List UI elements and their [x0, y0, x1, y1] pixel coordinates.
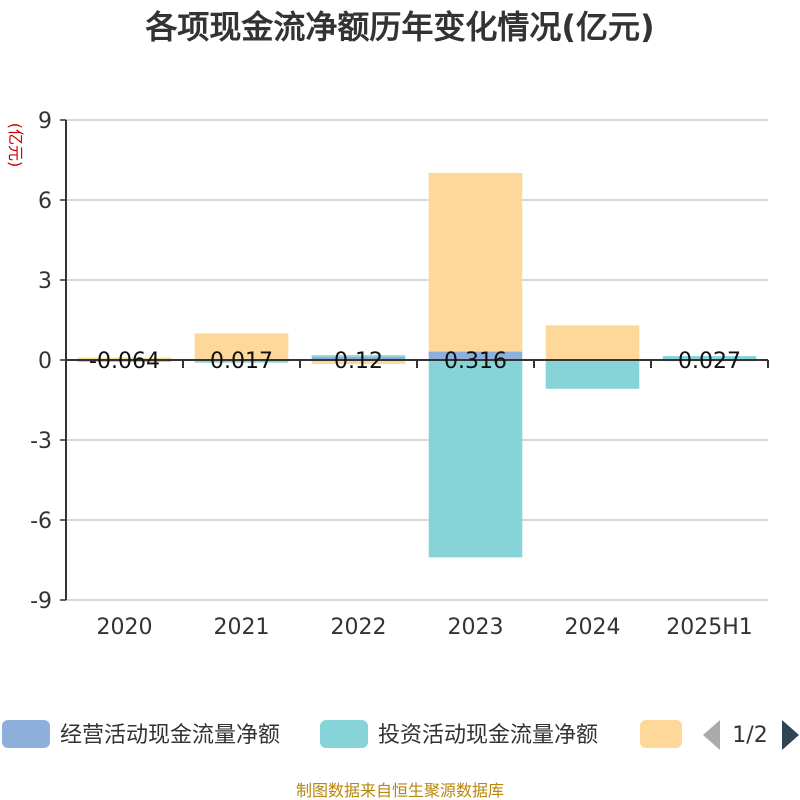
data-label: 0.316	[444, 349, 507, 374]
data-labels: -0.064 0.017 0.12 0.316 0.027	[89, 349, 741, 374]
legend-label-operating[interactable]: 经营活动现金流量净额	[60, 723, 280, 748]
legend-swatch-financing[interactable]	[640, 720, 682, 748]
x-tick-label: 2024	[565, 615, 621, 640]
bar-segment	[662, 356, 757, 360]
y-tick-labels: 9 6 3 0 -3 -6 -9	[30, 109, 52, 614]
legend-swatch-operating[interactable]	[2, 720, 50, 748]
axes	[65, 120, 769, 600]
source-note: 制图数据来自恒生聚源数据库	[296, 781, 504, 800]
legend-label-investing[interactable]: 投资活动现金流量净额	[378, 723, 598, 748]
data-label: -0.064	[89, 349, 160, 374]
bar-segment	[311, 360, 406, 364]
y-tick-label: -6	[30, 509, 52, 534]
x-tick-label: 2022	[331, 615, 387, 640]
legend-next-page-icon[interactable]	[782, 720, 799, 750]
chart-title: 各项现金流净额历年变化情况(亿元)	[145, 8, 654, 46]
bars	[77, 172, 757, 558]
bar-segment	[311, 356, 406, 360]
x-tick-label: 2021	[214, 615, 270, 640]
bar-segment	[428, 360, 523, 558]
y-tick-label: -9	[30, 589, 52, 614]
bar-segment	[428, 351, 523, 360]
x-tick-label: 2023	[448, 615, 504, 640]
y-tick-label: 0	[38, 349, 52, 374]
bar-segment	[545, 325, 640, 360]
x-tick-label: 2025H1	[666, 615, 753, 640]
x-tick-labels: 2020 2021 2022 2023 2024 2025H1	[97, 615, 753, 640]
bar-segment	[311, 355, 406, 357]
x-tick-label: 2020	[97, 615, 153, 640]
y-tick-label: 9	[38, 109, 52, 134]
y-tick-label: 6	[38, 189, 52, 214]
y-axis-label: (亿元)	[6, 123, 25, 168]
bar-segment	[194, 333, 289, 360]
y-tick-label: 3	[38, 269, 52, 294]
legend-swatch-investing[interactable]	[320, 720, 368, 748]
bar-segment	[77, 357, 172, 360]
legend: 经营活动现金流量净额 投资活动现金流量净额 1/2	[2, 720, 799, 750]
legend-page-indicator: 1/2	[732, 723, 767, 748]
data-label: 0.027	[678, 349, 741, 374]
data-label: 0.017	[210, 349, 273, 374]
bar-segment	[194, 360, 289, 363]
bar-segment	[545, 360, 640, 389]
y-tick-label: -3	[30, 429, 52, 454]
data-label: 0.12	[334, 349, 383, 374]
legend-prev-page-icon[interactable]	[703, 720, 720, 750]
bar-segment	[428, 172, 523, 352]
